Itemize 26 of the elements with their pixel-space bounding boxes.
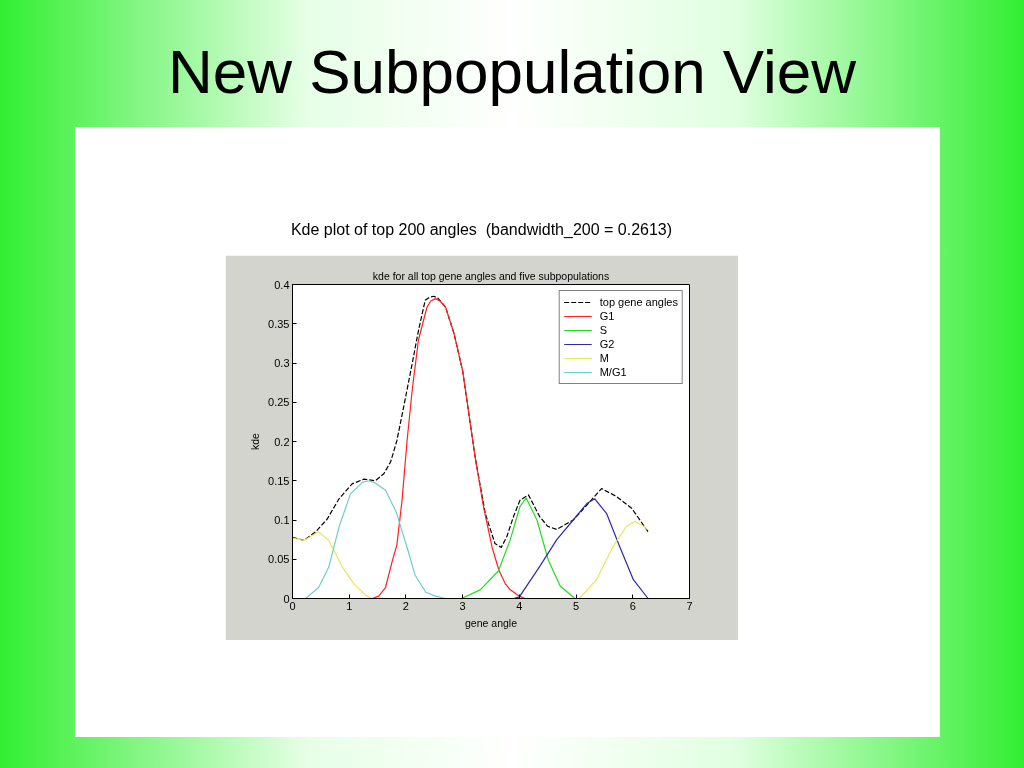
x-axis-title: gene angle (465, 616, 518, 629)
x-tick-label: 5 (573, 599, 580, 612)
legend-label: G2 (599, 337, 616, 351)
y-tick-label: 0.25 (268, 396, 290, 409)
x-tick-label: 2 (402, 599, 409, 612)
x-tick-label: 4 (516, 599, 523, 612)
legend-label: M (599, 351, 610, 365)
chart-subtitle: Kde plot of top 200 angles (bandwidth_200 = 0.2613) (289, 220, 674, 240)
y-tick-label: 0.3 (274, 357, 290, 369)
y-tick-label: 0.2 (274, 435, 290, 448)
x-tick-label: 3 (459, 599, 466, 612)
y-axis-title: kde (249, 432, 262, 450)
legend-label: S (599, 323, 609, 337)
x-tick-label: 6 (629, 599, 636, 612)
y-tick-label: 0.1 (274, 514, 290, 526)
x-tick-label: 7 (686, 599, 693, 612)
y-tick-label: 0.15 (268, 474, 290, 487)
y-tick-label: 0.35 (268, 317, 290, 330)
legend-label: G1 (599, 309, 616, 323)
chart-title: New Subpopulation View (166, 36, 858, 108)
legend-label: top gene angles (599, 295, 678, 309)
x-tick-label: 1 (346, 599, 353, 612)
y-tick-label: 0.05 (268, 553, 290, 566)
legend-label: M/G1 (599, 365, 627, 379)
y-tick-label: 0.4 (274, 278, 290, 291)
text: kde for all top gene angles and five subpopulations (372, 269, 610, 282)
